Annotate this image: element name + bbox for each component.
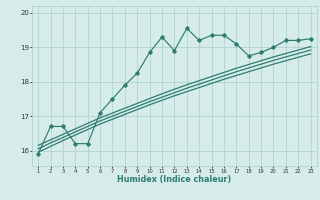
X-axis label: Humidex (Indice chaleur): Humidex (Indice chaleur) bbox=[117, 175, 232, 184]
